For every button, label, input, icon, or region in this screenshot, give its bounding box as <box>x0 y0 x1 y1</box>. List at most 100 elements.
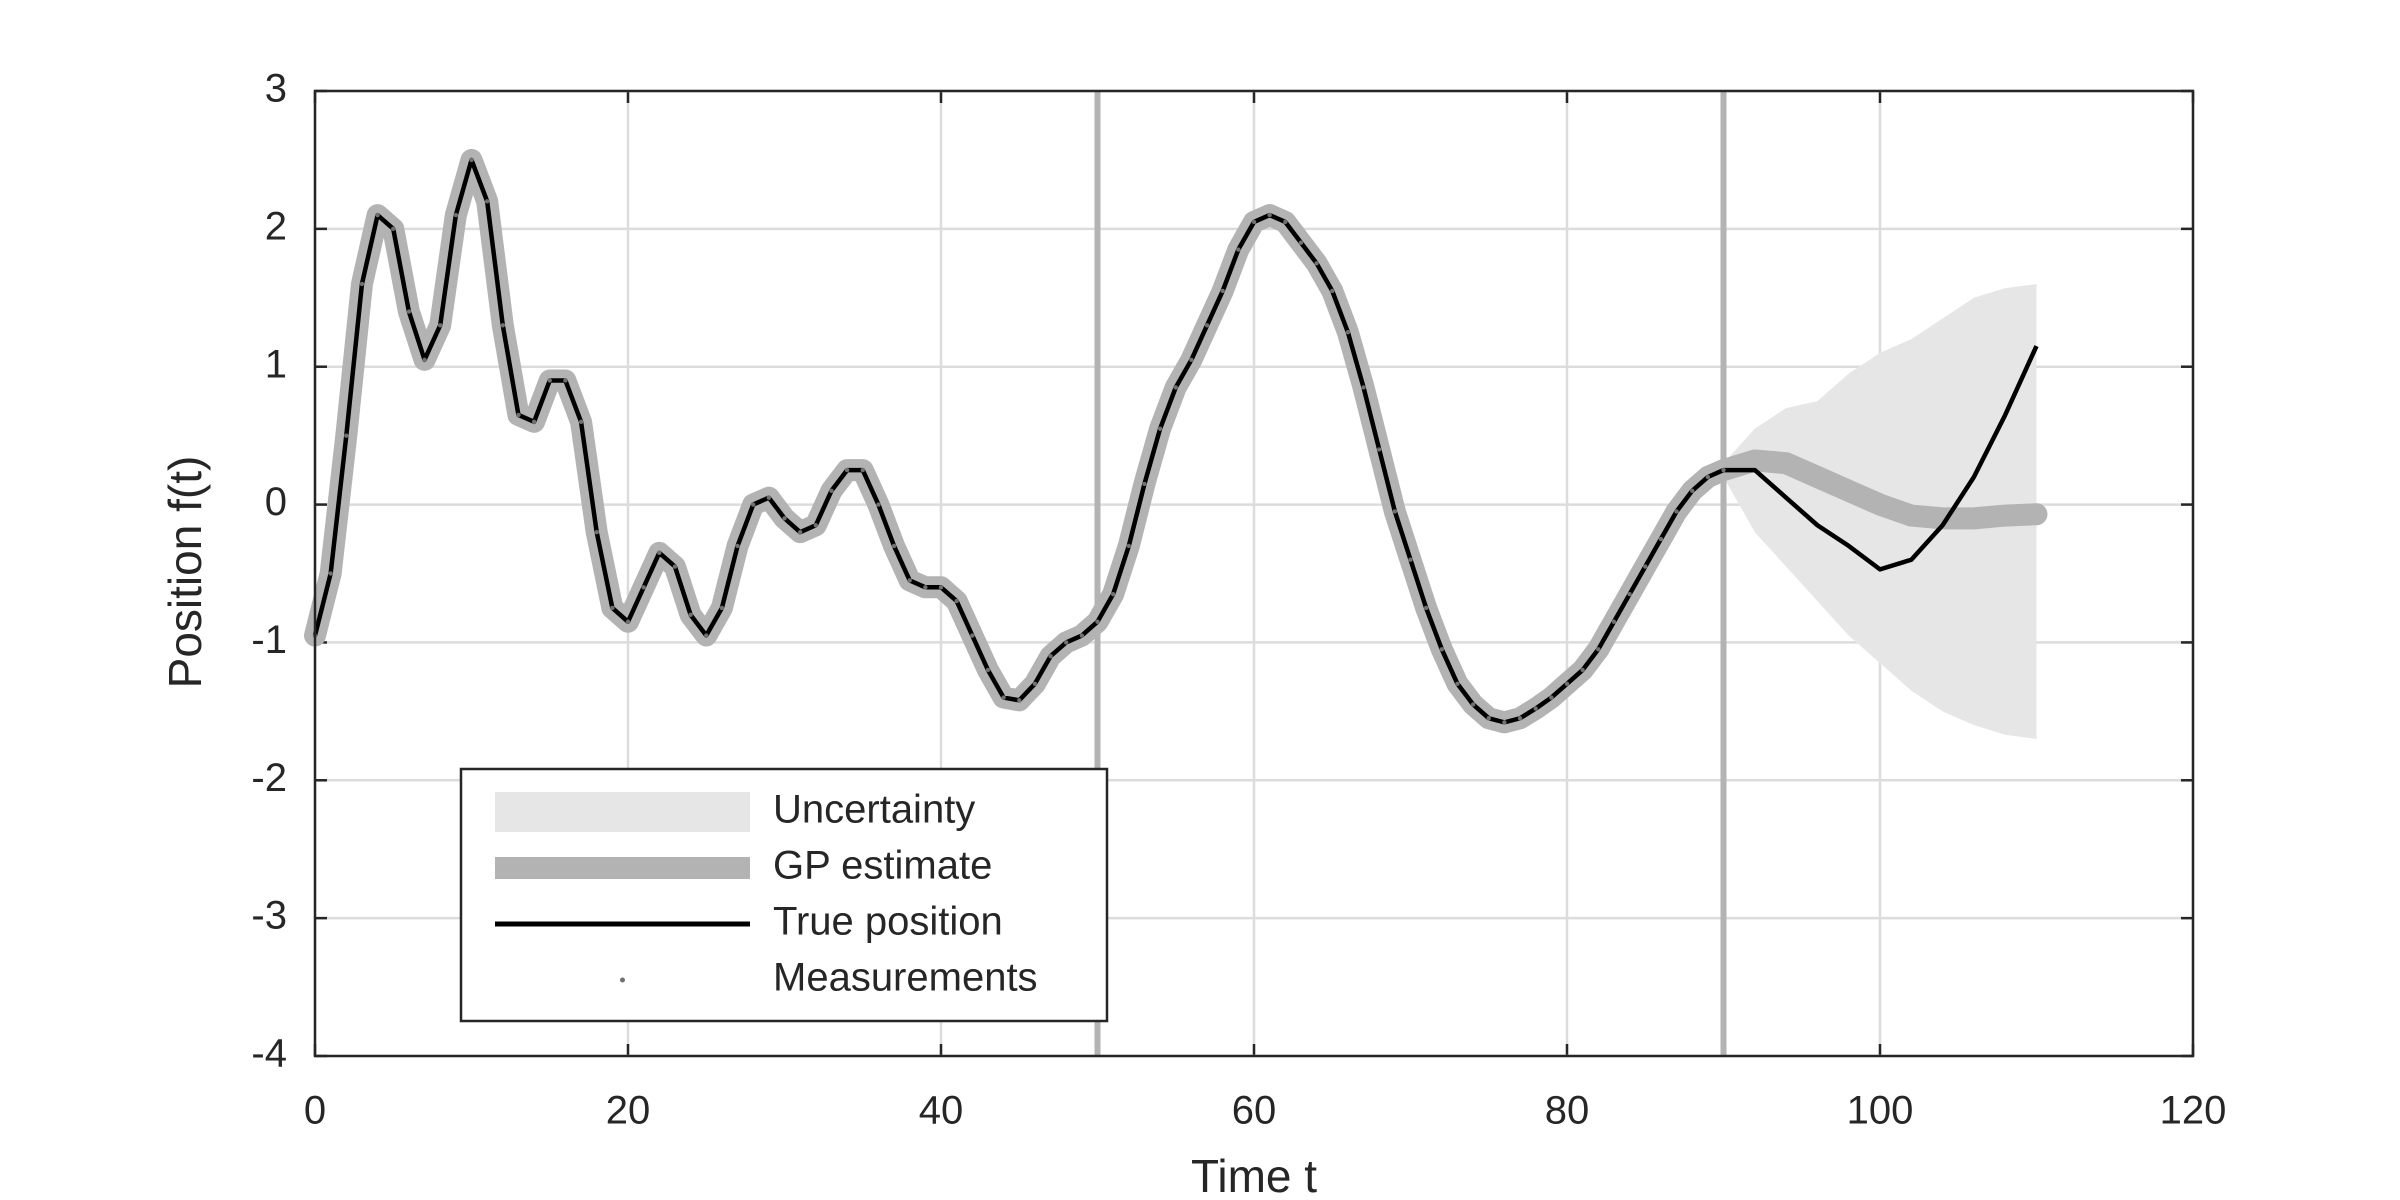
measurement-point <box>844 467 850 473</box>
measurement-point <box>594 529 599 535</box>
x-tick-label: 40 <box>919 1089 964 1133</box>
legend-swatch <box>620 977 625 983</box>
measurement-point <box>1658 536 1664 542</box>
measurement-point <box>1470 702 1476 707</box>
measurement-point <box>782 516 787 521</box>
measurement-point <box>422 357 427 363</box>
plot-frame <box>313 89 2195 1058</box>
legend-label: True position <box>773 900 1003 944</box>
measurement-point <box>1596 647 1601 652</box>
measurement-point <box>359 281 365 287</box>
measurement-point <box>751 502 756 507</box>
measurement-point <box>719 605 725 611</box>
x-tick-label: 100 <box>1847 1089 1914 1133</box>
y-tick-label: 1 <box>265 342 287 386</box>
measurement-point <box>1330 288 1335 294</box>
measurement-point <box>469 157 474 163</box>
measurement-point <box>391 226 396 232</box>
measurement-point <box>1486 716 1491 721</box>
measurement-point <box>1611 619 1617 624</box>
measurement-point <box>516 412 521 418</box>
measurement-point <box>438 323 443 328</box>
measurement-point <box>375 212 380 218</box>
measurement-point <box>1564 681 1570 686</box>
measurement-point <box>891 543 897 549</box>
measurement-point <box>1142 481 1147 487</box>
measurement-point <box>1048 654 1053 659</box>
y-tick-label: 3 <box>265 67 287 111</box>
measurement-point <box>344 433 349 438</box>
legend-label: Uncertainty <box>773 788 975 832</box>
measurement-point <box>954 598 959 604</box>
measurement-point <box>1377 447 1382 452</box>
measurement-point <box>1549 695 1554 700</box>
y-tick-label: 0 <box>265 480 287 524</box>
measurement-point <box>1580 667 1585 673</box>
measurement-point <box>328 571 333 576</box>
measurement-point <box>1533 706 1538 711</box>
measurement-point <box>1439 647 1445 652</box>
measurement-point <box>1079 633 1085 638</box>
measurement-point <box>938 585 944 590</box>
measurement-point <box>923 585 928 590</box>
measurement-point <box>1392 509 1398 514</box>
measurement-point <box>1643 564 1648 569</box>
x-tick-label: 20 <box>606 1089 651 1133</box>
measurement-point <box>1314 261 1319 266</box>
measurement-point <box>1204 323 1210 328</box>
measurement-point <box>688 612 693 618</box>
measurement-point <box>829 488 834 493</box>
measurement-point <box>876 502 881 507</box>
measurement-point <box>657 550 662 556</box>
measurement-point <box>735 543 740 549</box>
measurement-point <box>406 309 412 314</box>
measurement-point <box>797 529 803 535</box>
y-axis-label: Position f(t) <box>159 456 211 689</box>
measurement-point <box>1627 591 1632 597</box>
measurement-point <box>1220 288 1225 294</box>
measurement-point <box>1251 219 1257 225</box>
y-tick-label: -3 <box>251 894 287 938</box>
measurement-point <box>547 378 552 383</box>
measurement-point <box>1674 509 1679 514</box>
measurement-point <box>1110 591 1116 597</box>
y-tick-label: -2 <box>251 756 287 800</box>
measurement-point <box>453 212 459 218</box>
x-tick-label: 0 <box>304 1089 326 1133</box>
measurement-point <box>1721 467 1726 473</box>
measurement-point <box>1001 695 1006 700</box>
measurement-point <box>1064 640 1069 645</box>
measurement-point <box>578 419 584 425</box>
measurement-point <box>1267 212 1272 218</box>
measurement-point <box>985 667 991 673</box>
measurement-point <box>1298 240 1304 245</box>
measurement-point <box>860 467 865 473</box>
measurement-point <box>1705 474 1711 480</box>
legend-swatch <box>495 792 750 832</box>
measurement-point <box>563 378 568 383</box>
measurement-point <box>500 323 505 328</box>
measurement-point <box>531 419 537 425</box>
measurement-point <box>1126 543 1132 549</box>
measurement-point <box>1095 619 1100 624</box>
x-tick-label: 80 <box>1545 1089 1590 1133</box>
measurement-point <box>484 199 490 204</box>
y-tick-label: -4 <box>251 1032 287 1076</box>
measurement-point <box>970 633 975 638</box>
legend-label: Measurements <box>773 956 1038 1000</box>
measurement-point <box>766 495 772 500</box>
measurement-point <box>625 619 631 624</box>
measurement-point <box>1283 219 1288 225</box>
measurement-point <box>1408 557 1413 562</box>
measurement-point <box>813 523 818 528</box>
measurement-point <box>1345 330 1351 335</box>
measurement-point <box>1017 698 1022 703</box>
y-tick-label: 2 <box>265 204 287 248</box>
measurement-point <box>1189 357 1194 363</box>
measurement-point <box>1502 720 1507 725</box>
measurement-point <box>1455 681 1460 686</box>
legend-label: GP estimate <box>773 844 992 888</box>
measurement-point <box>641 585 646 590</box>
